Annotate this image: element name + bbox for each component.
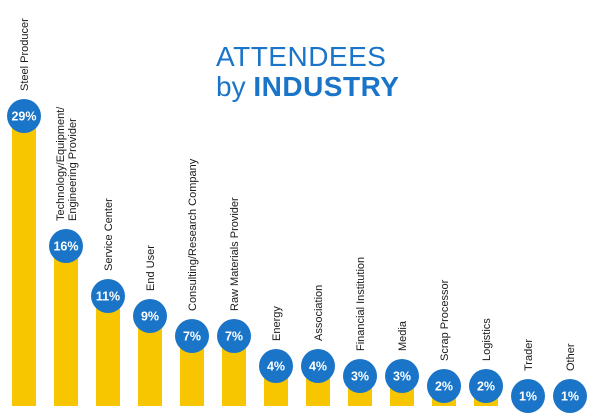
bar-group: 1% Other [553,343,587,413]
bar-group: 4% Energy [259,306,293,406]
data-label: 4% [267,360,285,374]
value-badge [133,299,167,333]
category-label: Other [565,343,577,371]
category-label-line: Logistics [481,318,493,361]
data-label: 2% [477,380,495,394]
category-label-line: Technology/Equipment/ [55,106,67,221]
data-label: 7% [225,330,243,344]
data-label: 4% [309,360,327,374]
category-label-line: Other [565,343,577,371]
value-badge [49,229,83,263]
bar-group: 16% Technology/Equipment/Engineering Prov… [49,106,83,406]
bar-group: 1% Trader [511,339,545,413]
data-label: 29% [11,110,36,124]
data-label: 11% [96,290,120,304]
bar-group: 9% End User [133,245,167,406]
chart-title: ATTENDEES by INDUSTRY [216,42,399,102]
title-emphasis: INDUSTRY [253,71,400,102]
category-label: Media [397,320,409,351]
value-badge [343,359,377,393]
bar-group: 3% Media [385,320,419,406]
category-label: Association [313,285,325,341]
category-label-line: Energy [271,306,283,341]
category-label-line: Financial Institution [355,257,367,351]
value-badge [301,349,335,383]
category-label: Energy [271,306,283,341]
category-label-line: Raw Materials Provider [229,197,241,311]
category-label: Logistics [481,318,493,361]
bar [54,246,78,406]
category-label-line: Engineering Provider [67,118,79,221]
bar-group: 2% Logistics [469,318,503,406]
bar-group: 3% Financial Institution [343,257,377,406]
title-line-2: by INDUSTRY [216,72,399,102]
category-label-line: Media [397,320,409,351]
bar-group: 11% Service Center [91,198,125,406]
category-label-line: Steel Producer [19,18,31,91]
category-label: Service Center [103,198,115,271]
bar-group: 2% Scrap Processor [427,279,461,406]
bar [96,296,120,406]
bar-group: 7% Raw Materials Provider [217,197,251,406]
title-line-1: ATTENDEES [216,41,387,72]
category-label-line: End User [145,245,157,291]
bar-group: 7% Consulting/Research Company [175,158,209,406]
data-label: 7% [183,330,201,344]
value-badge [217,319,251,353]
value-badge [175,319,209,353]
category-label-line: Consulting/Research Company [187,158,199,311]
title-prefix: by [216,71,246,102]
data-label: 2% [435,380,453,394]
value-badge [259,349,293,383]
bar [12,116,36,406]
value-badge [553,379,587,413]
category-label: End User [145,245,157,291]
value-badge [511,379,545,413]
category-label: Consulting/Research Company [187,158,199,311]
value-badge [469,369,503,403]
category-label-line: Association [313,285,325,341]
data-label: 3% [351,370,369,384]
category-label: Raw Materials Provider [229,197,241,311]
category-label-line: Trader [523,339,535,371]
data-label: 1% [519,390,537,404]
category-label-line: Service Center [103,198,115,271]
value-badge [427,369,461,403]
category-label: Trader [523,339,535,371]
data-label: 16% [53,240,78,254]
category-label-line: Scrap Processor [439,279,451,361]
value-badge [385,359,419,393]
data-label: 3% [393,370,411,384]
bar-group: 29% Steel Producer [7,18,41,406]
value-badge [91,279,125,313]
category-label: Technology/Equipment/Engineering Provide… [55,106,79,221]
data-label: 9% [141,310,159,324]
value-badge [7,99,41,133]
bar-group: 4% Association [301,285,335,406]
data-label: 1% [561,390,579,404]
category-label: Scrap Processor [439,279,451,361]
category-label: Steel Producer [19,18,31,91]
category-label: Financial Institution [355,257,367,351]
